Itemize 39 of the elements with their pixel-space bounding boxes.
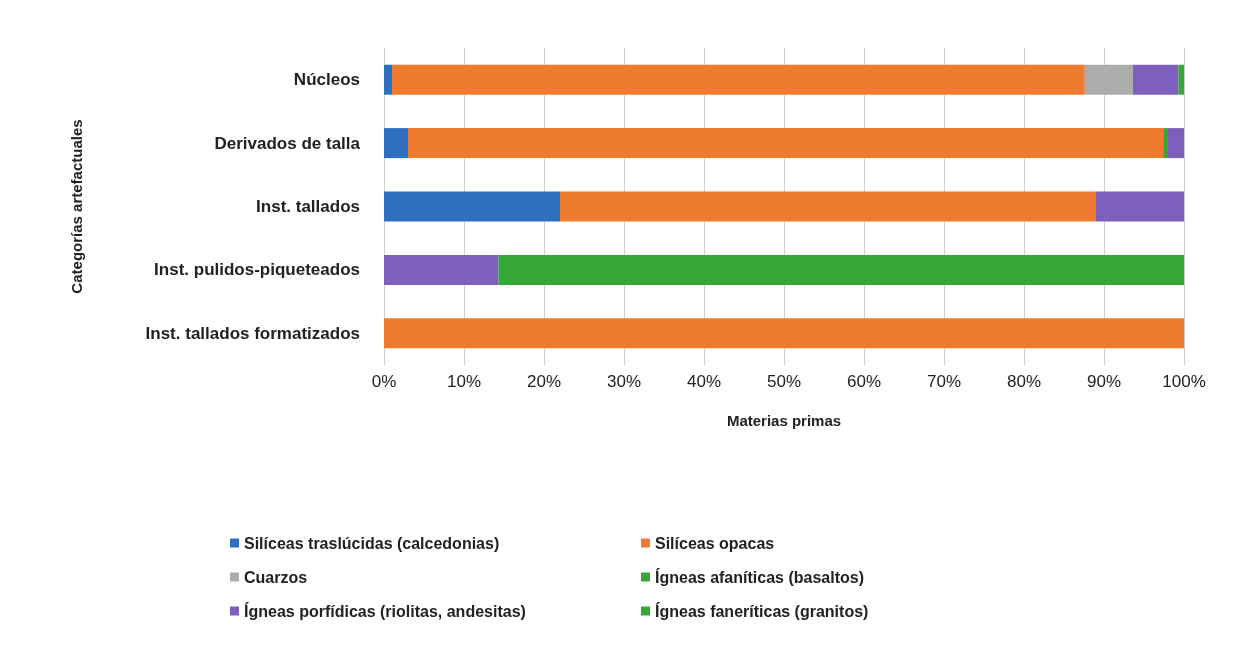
x-tick-label: 0% xyxy=(371,372,397,391)
x-tick-label: 90% xyxy=(1086,372,1122,391)
bar xyxy=(1163,128,1168,159)
bar xyxy=(384,318,1184,349)
y-axis-title: Categorías artefactuales xyxy=(68,119,85,294)
x-tick-label: 10% xyxy=(446,372,482,391)
y-tick-label: Núcleos xyxy=(293,70,360,90)
legend-label: Ígneas porfídicas (riolitas, andesitas) xyxy=(244,601,526,620)
bar xyxy=(384,191,560,222)
legend-label: Silíceas opacas xyxy=(655,534,775,552)
bar xyxy=(408,128,1164,159)
x-tick-label: 40% xyxy=(686,372,722,391)
bar xyxy=(1096,191,1184,222)
bar xyxy=(384,254,499,285)
legend-label: Ígneas faneríticas (granitos) xyxy=(655,601,869,620)
bar xyxy=(384,64,392,95)
legend-label: Cuarzos xyxy=(244,568,308,586)
x-tick-label: 80% xyxy=(1006,372,1042,391)
legend-label: Silíceas traslúcidas (calcedonias) xyxy=(244,534,500,552)
x-tick-label: 60% xyxy=(846,372,882,391)
x-tick-label: 100% xyxy=(1162,372,1206,391)
bar xyxy=(384,128,408,159)
x-tick-label: 30% xyxy=(606,372,642,391)
x-tick-label: 70% xyxy=(926,372,962,391)
bar xyxy=(1132,64,1179,95)
bar xyxy=(1168,128,1184,159)
y-tick-label: Derivados de talla xyxy=(214,133,361,153)
x-axis-title: Materias primas xyxy=(726,412,842,429)
y-tick-label: Inst. tallados formatizados xyxy=(145,323,360,343)
y-tick-label: Inst. tallados xyxy=(256,197,360,216)
bar xyxy=(560,191,1096,222)
x-tick-label: 50% xyxy=(766,372,802,391)
bar xyxy=(498,254,1184,285)
bar xyxy=(1178,64,1184,95)
bar xyxy=(1084,64,1133,95)
bar xyxy=(392,64,1085,95)
x-tick-label: 20% xyxy=(526,372,562,391)
y-tick-label: Inst. pulidos-piqueteados xyxy=(154,260,360,280)
legend-label: Ígneas afaníticas (basaltos) xyxy=(655,567,864,586)
